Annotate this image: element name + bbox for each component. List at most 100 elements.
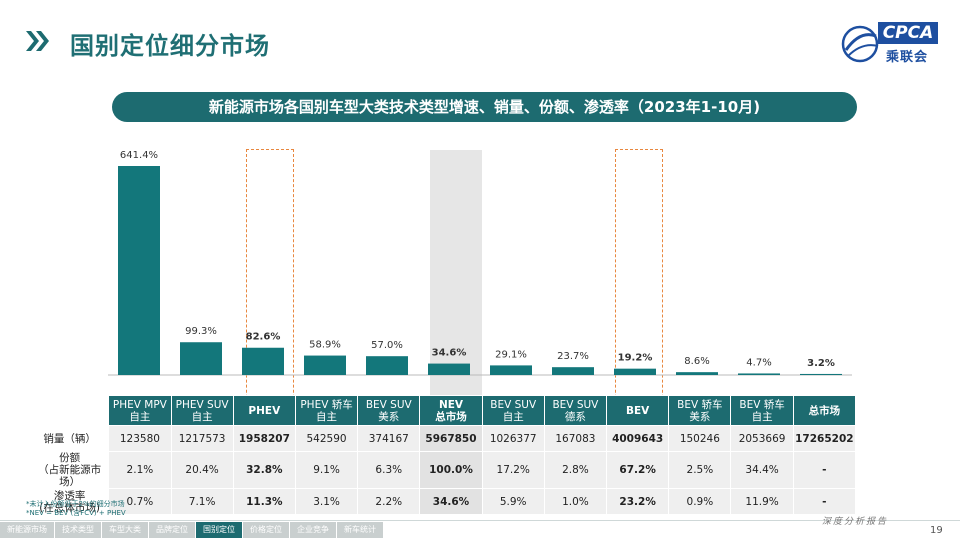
table-cell: 2.1%: [108, 451, 172, 489]
table-row: 份额 （占新能源市场） 2.1% 20.4% 32.8% 9.1% 6.3% 100.0% 17…: [29, 451, 857, 489]
table-row: 销量（辆） 123580 1217573 1958207 542590 374167 596…: [29, 425, 857, 452]
table-cell: 150246: [668, 425, 732, 452]
table-cell: 2.8%: [543, 451, 608, 489]
footer-divider: [0, 520, 960, 521]
footnote-1: *未计入份额低于2%的细分市场: [26, 500, 125, 508]
bar-8: [614, 368, 656, 375]
table-cell: 100.0%: [419, 451, 483, 489]
data-label-9: 8.6%: [684, 356, 709, 367]
bar-0: [118, 166, 160, 375]
data-label-2: 82.6%: [246, 332, 281, 343]
bar-7: [552, 367, 594, 375]
bar-2: [242, 347, 284, 375]
row-label: 渗透率 (在总体市场): [29, 488, 110, 515]
tagline: 深度分析报告: [822, 517, 889, 527]
table-cell: 5967850: [419, 425, 483, 452]
table-cell: -: [792, 451, 857, 489]
nav-item[interactable]: 品牌定位: [149, 522, 195, 538]
bar-5: [428, 363, 470, 375]
table-cell: 17265202: [792, 425, 857, 452]
table-corner: [29, 395, 110, 426]
data-label-1: 99.3%: [185, 326, 217, 337]
table-row: 渗透率 (在总体市场) 0.7% 7.1% 11.3% 3.1% 2.2% 34.6% 5.9%…: [29, 488, 857, 515]
chevron-double-icon: [26, 31, 49, 51]
table-cell: 2053669: [730, 425, 794, 452]
data-label-8: 19.2%: [618, 353, 653, 364]
table-cell: 2.2%: [357, 488, 421, 515]
nav-item[interactable]: 价格定位: [243, 522, 289, 538]
row-label: 份额 （占新能源市场）: [29, 451, 110, 489]
cpca-logo: CPCA 乘联会: [838, 20, 942, 66]
column-header: PHEV: [232, 395, 296, 426]
column-header: NEV 总市场: [419, 395, 483, 426]
table-cell: 3.1%: [294, 488, 359, 515]
nav-item[interactable]: 新能源市场: [0, 522, 54, 538]
nav-item[interactable]: 新车统计: [337, 522, 383, 538]
table-cell: 11.3%: [232, 488, 296, 515]
table-header-row: PHEV MPV 自主 PHEV SUV 自主 PHEV PHEV 轿车 自主 BEV SUV…: [29, 395, 857, 426]
table-cell: 1026377: [481, 425, 545, 452]
nav-item[interactable]: 技术类型: [55, 522, 101, 538]
logo-text: CPCA: [878, 22, 938, 44]
footnote-2: *NEV = BEV (含FCV) + PHEV: [26, 509, 126, 517]
bar-9: [676, 372, 718, 375]
globe-logo-icon: [841, 25, 879, 63]
data-label-7: 23.7%: [557, 351, 589, 362]
table-cell: 1217573: [170, 425, 234, 452]
column-header: PHEV SUV 自主: [170, 395, 234, 426]
table-cell: 9.1%: [294, 451, 359, 489]
table-cell: 1.0%: [543, 488, 608, 515]
column-header: PHEV 轿车 自主: [294, 395, 359, 426]
table-cell: -: [792, 488, 857, 515]
table-cell: 2.5%: [668, 451, 732, 489]
bar-1: [180, 342, 222, 375]
column-header: BEV 轿车 美系: [668, 395, 732, 426]
logo-cn-text: 乘联会: [886, 50, 929, 65]
table-cell: 67.2%: [606, 451, 670, 489]
table-cell: 167083: [543, 425, 608, 452]
table-cell: 20.4%: [170, 451, 234, 489]
bar-10: [738, 373, 780, 375]
column-header: 总市场: [792, 395, 857, 426]
data-label-0: 641.4%: [120, 150, 158, 161]
section-nav: 新能源市场 技术类型 车型大类 品牌定位 国别定位 价格定位 企业竞争 新车统计: [0, 522, 384, 540]
table-cell: 542590: [294, 425, 359, 452]
data-label-4: 57.0%: [371, 340, 403, 351]
page-title: 国别定位细分市场: [70, 32, 270, 60]
nav-item[interactable]: 企业竞争: [290, 522, 336, 538]
page-number: 19: [930, 525, 943, 536]
data-table: PHEV MPV 自主 PHEV SUV 自主 PHEV PHEV 轿车 自主 BEV SUV…: [29, 395, 857, 515]
bar-11: [800, 373, 842, 375]
table-cell: 34.6%: [419, 488, 483, 515]
data-label-11: 3.2%: [807, 358, 835, 369]
chart-subtitle: 新能源市场各国别车型大类技术类型增速、销量、份额、渗透率（2023年1-10月): [112, 92, 857, 122]
footnotes: *未计入份额低于2%的细分市场 *NEV = BEV (含FCV) + PHEV: [26, 500, 126, 518]
table-cell: 0.9%: [668, 488, 732, 515]
table-cell: 6.3%: [357, 451, 421, 489]
table-cell: 374167: [357, 425, 421, 452]
column-header: BEV: [606, 395, 670, 426]
table-cell: 17.2%: [481, 451, 545, 489]
column-header: BEV SUV 德系: [543, 395, 608, 426]
data-label-5: 34.6%: [432, 348, 467, 359]
column-header: BEV SUV 自主: [481, 395, 545, 426]
table-cell: 1958207: [232, 425, 296, 452]
data-label-3: 58.9%: [309, 340, 341, 351]
column-header: PHEV MPV 自主: [108, 395, 172, 426]
bar-4: [366, 356, 408, 375]
bar-3: [304, 355, 346, 375]
nav-item[interactable]: 车型大类: [102, 522, 148, 538]
table-cell: 4009643: [606, 425, 670, 452]
table-cell: 0.7%: [108, 488, 172, 515]
table-cell: 5.9%: [481, 488, 545, 515]
data-label-6: 29.1%: [495, 349, 527, 360]
nav-item[interactable]: 国别定位: [196, 522, 242, 538]
data-label-10: 4.7%: [746, 357, 771, 368]
table-cell: 32.8%: [232, 451, 296, 489]
column-header: BEV SUV 美系: [357, 395, 421, 426]
table-cell: 23.2%: [606, 488, 670, 515]
table-cell: 7.1%: [170, 488, 234, 515]
table-cell: 34.4%: [730, 451, 794, 489]
column-header: BEV 轿车 自主: [730, 395, 794, 426]
